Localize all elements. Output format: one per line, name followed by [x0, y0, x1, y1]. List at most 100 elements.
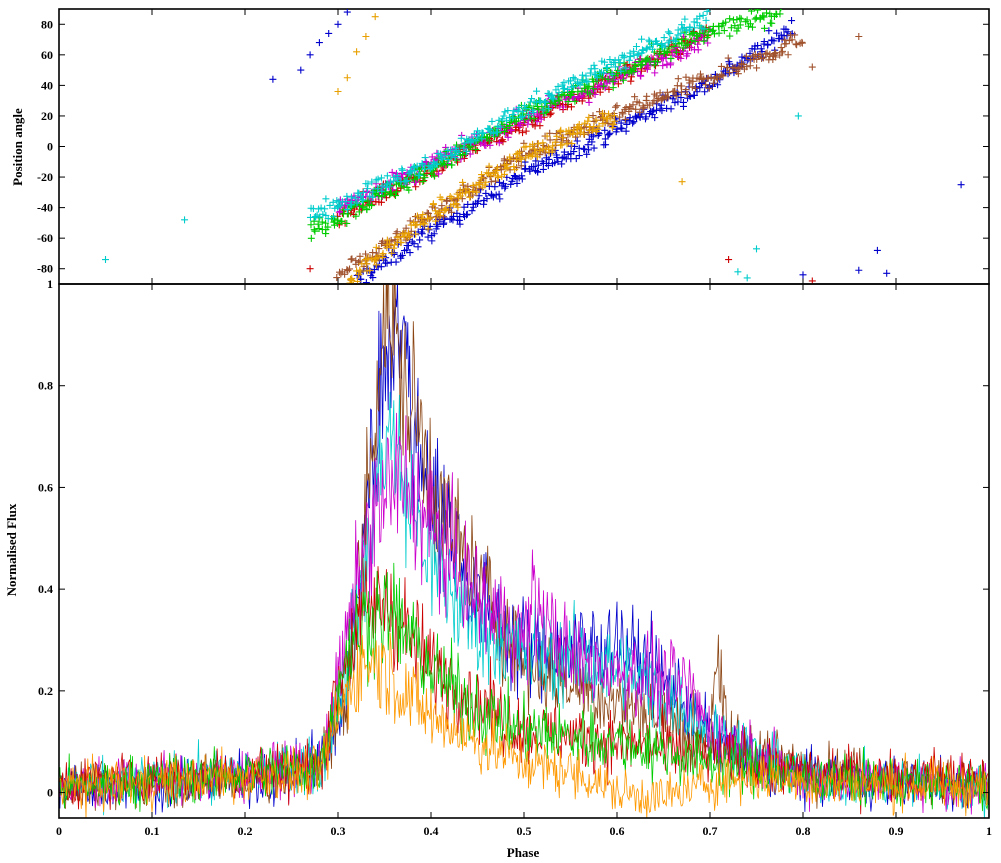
pa-point — [592, 116, 600, 124]
pa-point — [534, 140, 542, 148]
pa-point — [369, 188, 377, 196]
pa-point — [742, 18, 750, 26]
pa-point — [388, 249, 396, 257]
pa-point — [343, 220, 351, 228]
pa-point — [703, 75, 711, 83]
pa-point — [626, 53, 634, 61]
pa-point — [364, 185, 372, 193]
pa-point — [584, 78, 592, 86]
pa-point — [444, 156, 452, 164]
pa-point — [337, 217, 345, 225]
bottom-x-tick-label: 0.4 — [424, 824, 439, 838]
pa-point — [684, 40, 692, 48]
pa-point — [310, 217, 318, 225]
pa-point — [635, 50, 643, 58]
pa-point — [474, 197, 482, 205]
pa-point — [681, 15, 689, 23]
pa-point — [705, 84, 713, 92]
pa-point — [589, 85, 597, 93]
pa-point — [545, 144, 553, 152]
pa-point — [595, 122, 603, 130]
pa-point — [447, 208, 455, 216]
pa-point — [611, 103, 619, 111]
pa-point — [413, 212, 421, 220]
pa-point — [366, 266, 374, 274]
pa-point — [398, 166, 406, 174]
pa-point — [473, 147, 481, 155]
pa-point — [760, 38, 768, 46]
pa-point — [672, 48, 680, 56]
pa-point — [677, 82, 685, 90]
pa-point — [343, 9, 351, 16]
pa-point — [359, 204, 367, 212]
pa-point — [521, 158, 529, 166]
pa-point — [574, 88, 582, 96]
pa-point — [672, 92, 680, 100]
bottom-x-tick-label: 0.3 — [331, 824, 346, 838]
pa-point — [507, 180, 515, 188]
pa-series — [269, 9, 965, 284]
pa-point — [541, 149, 549, 157]
bottom-x-tick-label: 0 — [56, 824, 62, 838]
pa-point — [784, 51, 792, 59]
pa-point — [569, 82, 577, 90]
pa-point — [590, 61, 598, 69]
pa-point — [472, 137, 480, 145]
pa-point — [737, 15, 745, 23]
pa-point — [374, 175, 382, 183]
pa-point — [704, 39, 712, 47]
pa-point — [600, 82, 608, 90]
pa-point — [636, 71, 644, 79]
pa-point — [766, 52, 774, 60]
pa-point — [747, 9, 755, 15]
pa-point — [564, 138, 572, 146]
pa-point — [533, 87, 541, 95]
pa-point — [356, 252, 364, 260]
pa-point — [611, 56, 619, 64]
pa-point — [606, 129, 614, 137]
pa-point — [391, 192, 399, 200]
bottom-y-tick-label: 0.4 — [38, 582, 53, 596]
pa-point — [335, 208, 343, 216]
pa-point — [348, 274, 356, 282]
pa-point — [397, 238, 405, 246]
pa-point — [632, 105, 640, 113]
pa-point — [463, 211, 471, 219]
bottom-x-tick-label: 0.5 — [517, 824, 532, 838]
pa-point — [609, 84, 617, 92]
bottom-x-tick-label: 0.9 — [889, 824, 904, 838]
pa-point — [495, 116, 503, 124]
pa-point — [639, 46, 647, 54]
pa-point — [501, 184, 509, 192]
pa-point — [463, 147, 471, 155]
pa-point — [347, 201, 355, 209]
pa-point — [419, 219, 427, 227]
pa-point — [739, 60, 747, 68]
pa-point — [405, 186, 413, 194]
pa-point — [496, 178, 504, 186]
pa-point — [609, 120, 617, 128]
pa-point — [421, 154, 429, 162]
pa-point — [778, 47, 786, 55]
pa-point — [497, 166, 505, 174]
pa-point — [529, 140, 537, 148]
pa-point — [322, 195, 330, 203]
pa-point — [456, 220, 464, 228]
pa-point — [651, 69, 659, 77]
pa-point — [753, 9, 761, 14]
pa-point — [619, 110, 627, 118]
pa-point — [638, 35, 646, 43]
top-y-tick-label: -40 — [37, 201, 53, 215]
pa-point — [504, 133, 512, 141]
pa-point — [642, 55, 650, 63]
pa-point — [715, 29, 723, 37]
pa-point — [561, 84, 569, 92]
pa-point — [438, 195, 446, 203]
pa-point — [483, 133, 491, 141]
pa-point — [637, 62, 645, 70]
pa-point — [553, 132, 561, 140]
pa-point — [726, 15, 734, 23]
pa-point — [617, 67, 625, 75]
pa-point — [491, 133, 499, 141]
pa-point — [418, 228, 426, 236]
